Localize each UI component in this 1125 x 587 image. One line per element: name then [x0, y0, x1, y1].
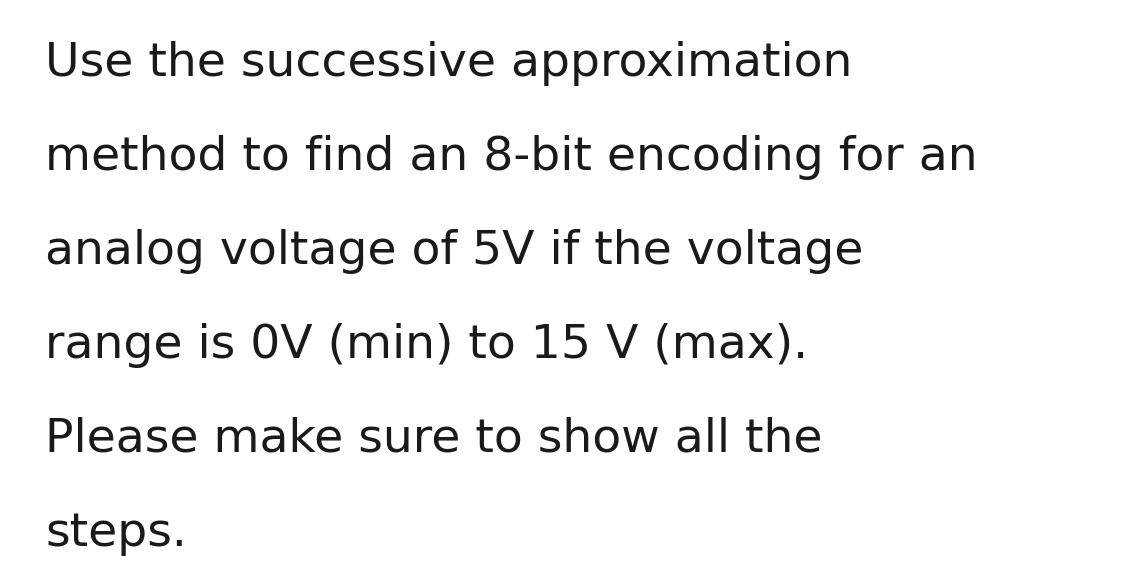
Text: range is 0V (min) to 15 V (max).: range is 0V (min) to 15 V (max). [45, 323, 808, 368]
Text: method to find an 8-bit encoding for an: method to find an 8-bit encoding for an [45, 135, 978, 180]
Text: Use the successive approximation: Use the successive approximation [45, 41, 853, 86]
Text: steps.: steps. [45, 511, 187, 556]
Text: Please make sure to show all the: Please make sure to show all the [45, 417, 822, 462]
Text: analog voltage of 5V if the voltage: analog voltage of 5V if the voltage [45, 229, 863, 274]
